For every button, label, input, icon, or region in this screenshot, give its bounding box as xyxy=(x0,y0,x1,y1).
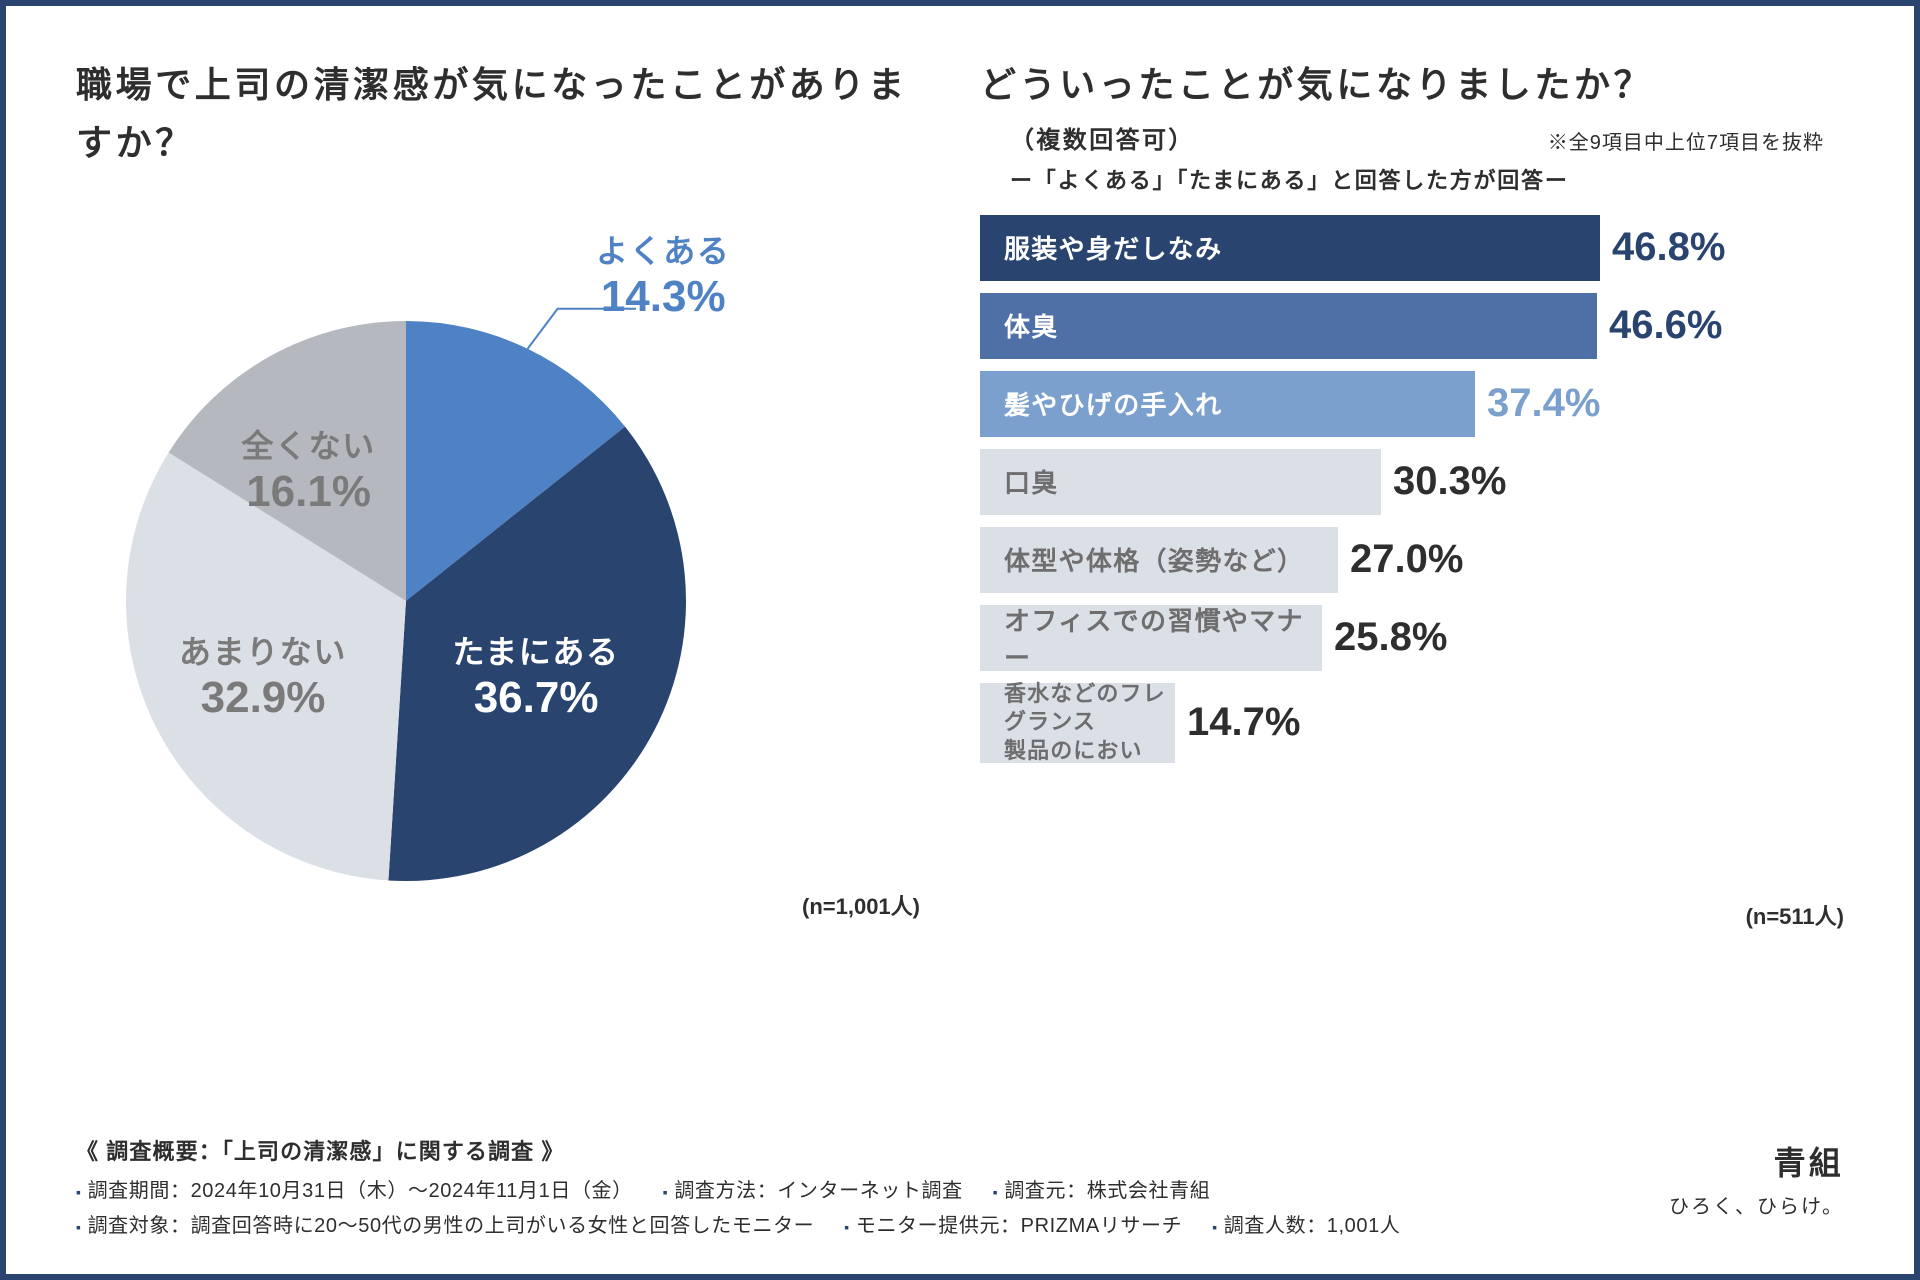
right-title: どういったことが気になりましたか？ xyxy=(980,56,1844,114)
bar-value: 46.6% xyxy=(1609,303,1722,348)
footer-item: 調査人数：1,001人 xyxy=(1212,1209,1400,1238)
bar-row: 口臭 30.3% xyxy=(980,449,1844,515)
bar: 体臭 xyxy=(980,293,1597,359)
footer-item: 調査方法：インターネット調査 xyxy=(663,1174,963,1203)
brand-tag: ひろく、ひらけ。 xyxy=(1669,1190,1844,1219)
slice-pct-0: 14.3% xyxy=(596,272,730,322)
slice-name-3: 全くない xyxy=(241,421,375,467)
left-n-note: (n=1,001人) xyxy=(802,889,920,921)
pie-label-outside: よくある 14.3% xyxy=(596,226,730,322)
footer-item: 調査対象：調査回答時に20～50代の男性の上司がいる女性と回答したモニター xyxy=(76,1209,814,1238)
slice-pct-2: 32.9% xyxy=(179,673,347,723)
footer: 《 調査概要：「上司の清潔感」に関する調査 》 調査期間：2024年10月31日… xyxy=(76,1134,1844,1244)
right-note: ※全9項目中上位7項目を抜粋 xyxy=(1548,126,1824,155)
bar: 服装や身だしなみ xyxy=(980,215,1600,281)
pie-label-1: たまにある 36.7% xyxy=(453,627,620,723)
slice-name-2: あまりない xyxy=(179,627,347,673)
footer-row-1: 調査期間：2024年10月31日（木）～2024年11月1日（金） 調査方法：イン… xyxy=(76,1174,1844,1203)
right-sub1: （複数回答可） xyxy=(1010,120,1195,155)
slice-name-0: よくある xyxy=(596,226,730,272)
bar-row: 髪やひげの手入れ 37.4% xyxy=(980,371,1844,437)
content: 職場で上司の清潔感が気になったことがありますか？ よくある 14.3% たまにあ… xyxy=(76,56,1844,921)
pie-label-2: あまりない 32.9% xyxy=(179,627,347,723)
bar-value: 25.8% xyxy=(1334,615,1447,660)
bar-value: 14.7% xyxy=(1187,700,1300,745)
slice-name-1: たまにある xyxy=(453,627,620,673)
right-panel: どういったことが気になりましたか？ （複数回答可） ※全9項目中上位7項目を抜粋… xyxy=(980,56,1844,921)
left-panel: 職場で上司の清潔感が気になったことがありますか？ よくある 14.3% たまにあ… xyxy=(76,56,940,921)
bar-value: 27.0% xyxy=(1350,537,1463,582)
brand-name: 青組 xyxy=(1669,1138,1844,1184)
bar-value: 46.8% xyxy=(1612,225,1725,270)
bar: 髪やひげの手入れ xyxy=(980,371,1475,437)
right-sub2: ー「よくある」「たまにある」と回答した方が回答ー xyxy=(1010,163,1844,195)
footer-row-2: 調査対象：調査回答時に20～50代の男性の上司がいる女性と回答したモニター モニタ… xyxy=(76,1209,1844,1238)
bar: 香水などのフレグランス 製品のにおい xyxy=(980,683,1175,763)
left-title: 職場で上司の清潔感が気になったことがありますか？ xyxy=(76,56,940,171)
bar-row: 香水などのフレグランス 製品のにおい 14.7% xyxy=(980,683,1844,763)
bar: オフィスでの習慣やマナー xyxy=(980,605,1322,671)
bar-row: 体臭 46.6% xyxy=(980,293,1844,359)
brand: 青組 ひろく、ひらけ。 xyxy=(1669,1138,1844,1219)
frame: 職場で上司の清潔感が気になったことがありますか？ よくある 14.3% たまにあ… xyxy=(0,0,1920,1280)
bar-value: 37.4% xyxy=(1487,381,1600,426)
bar-row: オフィスでの習慣やマナー 25.8% xyxy=(980,605,1844,671)
bar: 口臭 xyxy=(980,449,1381,515)
right-n-note: (n=511人) xyxy=(1746,899,1844,931)
slice-pct-1: 36.7% xyxy=(453,673,620,723)
pie-chart xyxy=(76,201,896,921)
bar-chart: 服装や身だしなみ 46.8% 体臭 46.6% 髪やひげの手入れ 37.4% 口臭 30.3%… xyxy=(980,215,1844,763)
bar-row: 体型や体格（姿勢など） 27.0% xyxy=(980,527,1844,593)
pie-label-3: 全くない 16.1% xyxy=(241,421,375,517)
pie-area: よくある 14.3% たまにある 36.7% あまりない 32.9% 全くない … xyxy=(76,201,940,921)
footer-item: 調査元：株式会社青組 xyxy=(993,1174,1211,1203)
slice-pct-3: 16.1% xyxy=(241,467,375,517)
footer-item: モニター提供元：PRIZMAリサーチ xyxy=(844,1209,1182,1238)
bar-row: 服装や身だしなみ 46.8% xyxy=(980,215,1844,281)
footer-item: 調査期間：2024年10月31日（木）～2024年11月1日（金） xyxy=(76,1174,633,1203)
bar: 体型や体格（姿勢など） xyxy=(980,527,1338,593)
bar-value: 30.3% xyxy=(1393,459,1506,504)
footer-heading: 《 調査概要：「上司の清潔感」に関する調査 》 xyxy=(76,1134,1844,1166)
